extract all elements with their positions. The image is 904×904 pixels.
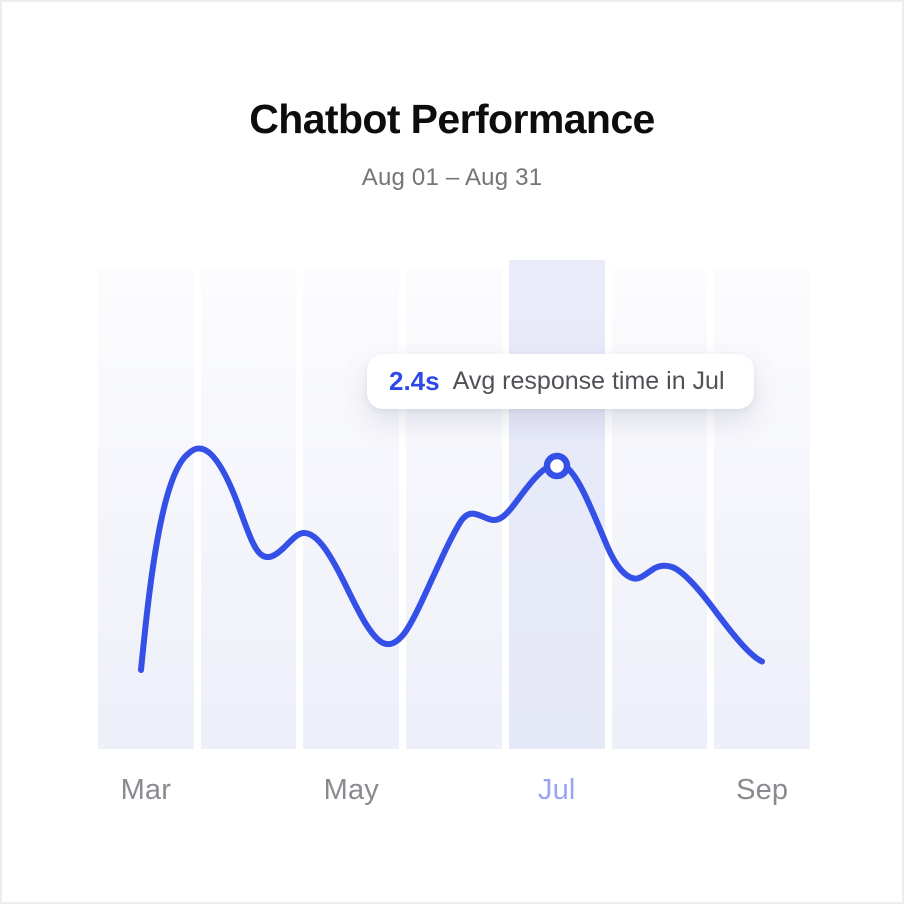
month-column-apr — [200, 270, 297, 749]
month-column-sep — [714, 270, 811, 749]
tooltip-label: Avg response time in Jul — [452, 367, 725, 395]
x-tick-jul-highlighted: Jul — [537, 774, 576, 806]
month-column-aug — [611, 270, 708, 749]
chart-plot-area — [98, 260, 811, 749]
x-tick-apr — [201, 774, 297, 807]
response-time-line — [138, 445, 765, 673]
date-range-subtitle: Aug 01 – Aug 31 — [361, 164, 543, 191]
tooltip: 2.4s Avg response time in Jul — [367, 354, 754, 409]
month-column-mar — [98, 270, 194, 749]
x-axis-labels: Mar May Jul Sep — [98, 774, 810, 807]
jul-data-point-marker[interactable] — [543, 452, 571, 480]
month-column-may — [303, 270, 400, 749]
x-tick-jun — [406, 774, 502, 807]
page-title: Chatbot Performance — [249, 96, 655, 142]
x-tick-mar: Mar — [120, 774, 172, 806]
x-tick-may: May — [323, 774, 379, 806]
month-column-jun — [406, 270, 502, 749]
tooltip-value: 2.4s — [389, 366, 440, 396]
x-tick-sep: Sep — [736, 774, 789, 806]
x-tick-aug — [612, 774, 708, 807]
